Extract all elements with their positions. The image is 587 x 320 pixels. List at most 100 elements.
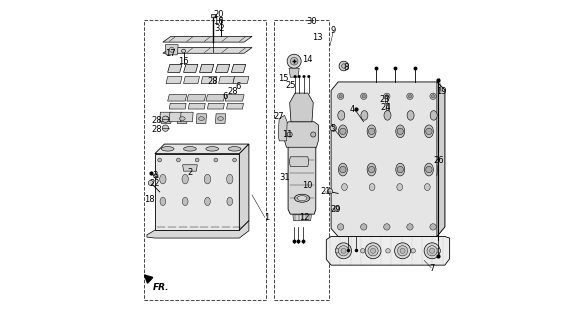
Polygon shape	[147, 220, 249, 238]
Polygon shape	[239, 144, 249, 230]
Text: 2: 2	[187, 168, 193, 177]
Circle shape	[430, 224, 436, 230]
Circle shape	[426, 128, 432, 134]
Circle shape	[424, 243, 440, 259]
Polygon shape	[215, 114, 225, 123]
Ellipse shape	[227, 174, 233, 184]
Polygon shape	[218, 76, 235, 84]
Text: 20: 20	[214, 10, 224, 19]
Ellipse shape	[180, 117, 185, 121]
Polygon shape	[200, 64, 214, 72]
Polygon shape	[293, 215, 311, 220]
Text: 16: 16	[213, 17, 224, 26]
Circle shape	[169, 47, 174, 52]
Ellipse shape	[424, 125, 433, 138]
Circle shape	[195, 158, 199, 162]
Circle shape	[384, 93, 390, 100]
Polygon shape	[201, 76, 217, 84]
Ellipse shape	[160, 197, 166, 205]
Ellipse shape	[361, 111, 368, 120]
Text: FR.: FR.	[153, 283, 169, 292]
Polygon shape	[331, 82, 445, 236]
Ellipse shape	[369, 184, 375, 191]
Circle shape	[397, 246, 407, 256]
Ellipse shape	[407, 111, 414, 120]
Polygon shape	[168, 95, 187, 101]
Text: 10: 10	[302, 181, 313, 190]
Polygon shape	[168, 64, 182, 72]
Polygon shape	[184, 76, 200, 84]
Ellipse shape	[396, 125, 404, 138]
Circle shape	[291, 57, 298, 65]
Circle shape	[308, 75, 310, 78]
Circle shape	[162, 125, 168, 131]
Text: 1: 1	[264, 213, 269, 222]
Polygon shape	[227, 103, 244, 109]
Circle shape	[431, 95, 434, 98]
Circle shape	[436, 249, 441, 253]
Circle shape	[181, 49, 185, 53]
Ellipse shape	[204, 174, 211, 184]
Circle shape	[407, 93, 413, 100]
Text: 23: 23	[379, 95, 390, 104]
Circle shape	[328, 189, 333, 194]
Text: 6: 6	[235, 82, 241, 91]
Polygon shape	[180, 112, 193, 122]
Circle shape	[339, 246, 349, 256]
Polygon shape	[231, 64, 246, 72]
Text: 6: 6	[222, 92, 228, 101]
Text: 18: 18	[144, 195, 155, 204]
Circle shape	[370, 248, 376, 253]
Circle shape	[360, 224, 367, 230]
Polygon shape	[225, 95, 244, 101]
Circle shape	[386, 249, 390, 253]
Circle shape	[368, 246, 378, 256]
Circle shape	[287, 54, 301, 68]
Polygon shape	[187, 95, 206, 101]
Circle shape	[384, 224, 390, 230]
Polygon shape	[166, 76, 182, 84]
Text: 3: 3	[152, 172, 157, 180]
Text: 27: 27	[273, 113, 284, 122]
Circle shape	[339, 95, 342, 98]
Circle shape	[334, 206, 339, 211]
Circle shape	[369, 128, 375, 134]
Circle shape	[294, 75, 296, 78]
Polygon shape	[289, 93, 313, 122]
Polygon shape	[278, 116, 287, 141]
Text: 28: 28	[207, 77, 218, 86]
Text: 29: 29	[330, 205, 341, 214]
Polygon shape	[155, 154, 239, 230]
Ellipse shape	[295, 194, 310, 202]
Text: 30: 30	[306, 17, 317, 26]
Text: 21: 21	[320, 188, 330, 196]
Text: 14: 14	[302, 55, 313, 64]
Ellipse shape	[339, 163, 348, 176]
Text: 16: 16	[178, 57, 189, 66]
Polygon shape	[289, 157, 309, 166]
Polygon shape	[437, 82, 445, 236]
Circle shape	[335, 249, 340, 253]
Text: 12: 12	[299, 213, 310, 222]
Ellipse shape	[339, 125, 348, 138]
Ellipse shape	[396, 163, 404, 176]
Circle shape	[303, 75, 305, 78]
Ellipse shape	[161, 147, 174, 151]
Polygon shape	[233, 76, 249, 84]
Bar	[386, 103, 389, 110]
Circle shape	[342, 64, 346, 68]
Ellipse shape	[198, 117, 204, 121]
Ellipse shape	[298, 196, 307, 201]
Ellipse shape	[182, 174, 188, 184]
Ellipse shape	[164, 117, 169, 121]
Circle shape	[397, 128, 403, 134]
Polygon shape	[184, 64, 198, 72]
Text: 7: 7	[430, 264, 435, 273]
Polygon shape	[169, 103, 186, 109]
Text: 8: 8	[343, 63, 349, 72]
Polygon shape	[207, 103, 224, 109]
Circle shape	[394, 243, 410, 259]
Polygon shape	[166, 45, 178, 55]
Ellipse shape	[184, 147, 196, 151]
Text: 19: 19	[436, 87, 446, 96]
